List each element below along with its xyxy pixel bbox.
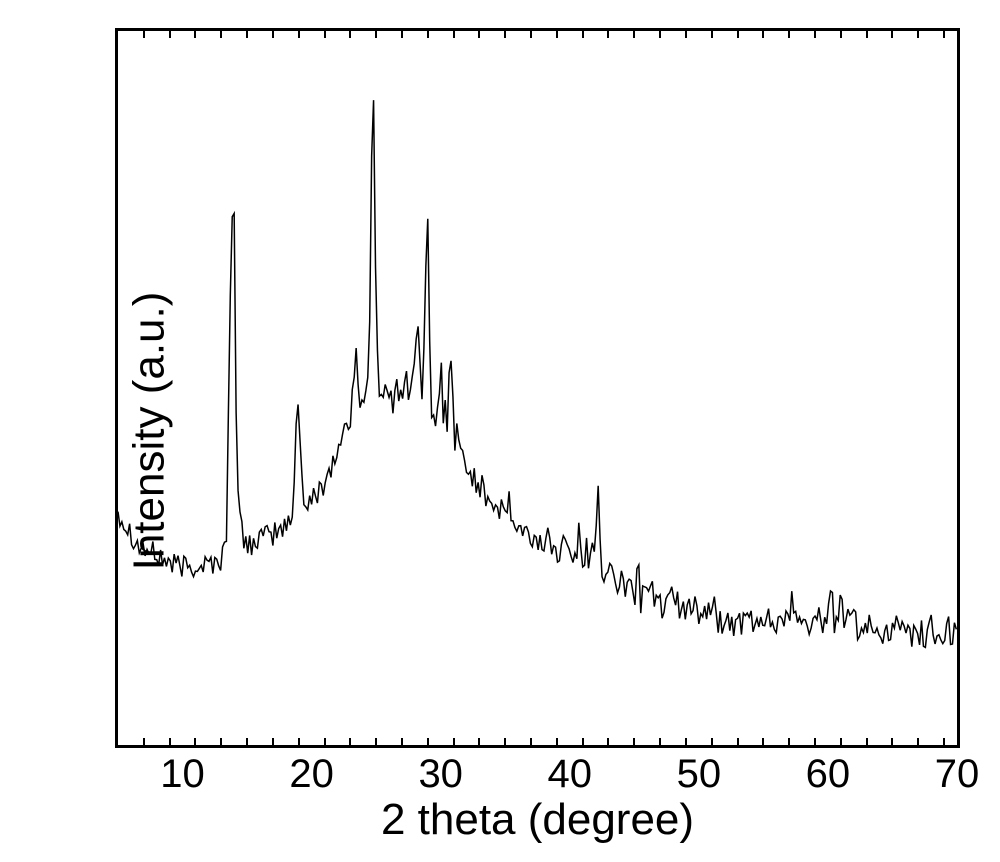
x-tick-label: 50	[677, 752, 722, 797]
axis-tick	[272, 31, 274, 38]
axis-tick	[685, 738, 687, 745]
axis-tick	[220, 31, 222, 38]
axis-tick	[349, 31, 351, 38]
axis-tick	[607, 31, 609, 38]
axis-tick	[504, 738, 506, 745]
axis-tick	[866, 31, 868, 38]
axis-tick	[788, 31, 790, 38]
axis-tick	[582, 31, 584, 38]
axis-tick	[194, 31, 196, 38]
plot-area	[115, 28, 960, 748]
axis-tick	[246, 31, 248, 38]
x-tick-label: 30	[418, 752, 463, 797]
axis-tick	[375, 738, 377, 745]
axis-tick	[840, 31, 842, 38]
axis-tick	[659, 31, 661, 38]
axis-tick	[530, 31, 532, 38]
axis-tick	[504, 31, 506, 38]
axis-tick	[427, 31, 429, 38]
axis-tick	[194, 738, 196, 745]
xrd-line-plot	[118, 31, 957, 745]
axis-tick	[737, 738, 739, 745]
axis-tick	[943, 31, 945, 38]
axis-tick	[943, 738, 945, 745]
axis-tick	[143, 738, 145, 745]
axis-tick	[737, 31, 739, 38]
axis-tick	[711, 31, 713, 38]
axis-tick	[453, 738, 455, 745]
axis-tick	[298, 738, 300, 745]
axis-tick	[633, 738, 635, 745]
axis-tick	[220, 738, 222, 745]
axis-tick	[324, 738, 326, 745]
axis-tick	[762, 31, 764, 38]
axis-tick	[530, 738, 532, 745]
axis-tick	[607, 738, 609, 745]
axis-tick	[917, 31, 919, 38]
axis-tick	[272, 738, 274, 745]
x-tick-label: 10	[160, 752, 205, 797]
axis-tick	[298, 31, 300, 38]
axis-tick	[556, 31, 558, 38]
axis-tick	[401, 738, 403, 745]
axis-tick	[324, 31, 326, 38]
xrd-chart: Intensity (a.u.) 2 theta (degree) 102030…	[0, 0, 1000, 862]
axis-tick	[556, 738, 558, 745]
axis-tick	[814, 31, 816, 38]
axis-tick	[246, 738, 248, 745]
axis-tick	[711, 738, 713, 745]
axis-tick	[685, 31, 687, 38]
axis-tick	[401, 31, 403, 38]
axis-tick	[169, 31, 171, 38]
axis-tick	[375, 31, 377, 38]
axis-tick	[788, 738, 790, 745]
axis-tick	[840, 738, 842, 745]
axis-tick	[659, 738, 661, 745]
axis-tick	[349, 738, 351, 745]
axis-tick	[762, 738, 764, 745]
x-tick-label: 70	[935, 752, 980, 797]
x-tick-label: 20	[289, 752, 334, 797]
axis-tick	[633, 31, 635, 38]
axis-tick	[582, 738, 584, 745]
x-tick-label: 40	[548, 752, 593, 797]
x-axis-label: 2 theta (degree)	[115, 795, 960, 845]
axis-tick	[478, 31, 480, 38]
axis-tick	[143, 31, 145, 38]
axis-tick	[427, 738, 429, 745]
axis-tick	[169, 738, 171, 745]
axis-tick	[891, 31, 893, 38]
axis-tick	[453, 31, 455, 38]
axis-tick	[891, 738, 893, 745]
axis-tick	[917, 738, 919, 745]
axis-tick	[478, 738, 480, 745]
x-tick-label: 60	[806, 752, 851, 797]
axis-tick	[814, 738, 816, 745]
axis-tick	[866, 738, 868, 745]
